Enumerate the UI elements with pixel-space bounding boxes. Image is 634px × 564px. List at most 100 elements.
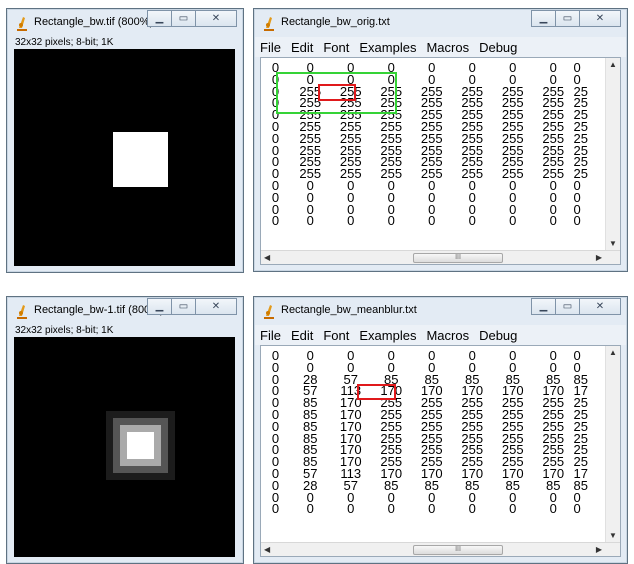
maximize-icon[interactable]: ▭ [555, 10, 580, 27]
menu-font[interactable]: Font [323, 39, 350, 55]
minimize-icon[interactable]: ▁ [531, 10, 556, 27]
image-window-orig: Rectangle_bw.tif (800%) ▁ ▭ ✕ 32x32 pixe… [6, 8, 244, 273]
table-cell: 85 [546, 371, 561, 387]
table-cell: 113 [340, 465, 362, 481]
title-bar[interactable]: Rectangle_bw-1.tif (800%) ▁ ▭ ✕ [7, 297, 243, 325]
table-row: 0 255 255 255 255 255 255 255 25 [261, 144, 588, 157]
table-cell: 85 [505, 371, 520, 387]
table-cell: 255 [542, 154, 565, 170]
vertical-scrollbar[interactable]: ▲ ▼ [605, 346, 620, 542]
table-cell: 0 [347, 359, 355, 375]
menu-edit[interactable]: Edit [290, 39, 314, 55]
text-area[interactable]: 0 0 0 0 0 0 0 0 0 0 0 0 0 0 0 0 0 0 0 28 57 85 85 85 85 85 85 0 57 11… [260, 345, 621, 557]
highlight-green-box [276, 72, 397, 114]
table-cell: 0 [428, 489, 436, 505]
horizontal-scrollbar[interactable]: ◀ III ▶ [261, 542, 620, 556]
scroll-down-icon[interactable]: ▼ [609, 531, 617, 540]
minimize-icon[interactable]: ▁ [147, 298, 172, 315]
table-cell: 170 [339, 442, 362, 458]
table-cell: 0 [509, 189, 517, 205]
table-cell: 255 [501, 442, 524, 458]
table-cell: 85 [424, 371, 439, 387]
maximize-icon[interactable]: ▭ [171, 10, 196, 27]
table-cell-partial: 25 [573, 130, 588, 146]
table-row: 0 85 170 255 255 255 255 255 25 [261, 406, 588, 422]
table-cell: 255 [461, 406, 484, 422]
horizontal-scrollbar[interactable]: ◀ III ▶ [261, 250, 620, 264]
close-icon[interactable]: ✕ [195, 298, 237, 315]
table-cell: 85 [505, 477, 520, 493]
title-bar[interactable]: Rectangle_bw_orig.txt ▁ ▭ ✕ [254, 9, 627, 37]
image-canvas[interactable] [14, 49, 235, 266]
scroll-right-icon[interactable]: ▶ [595, 545, 602, 554]
table-cell: 0 [271, 95, 280, 111]
table-cell: 255 [501, 118, 524, 134]
menu-examples[interactable]: Examples [359, 39, 417, 55]
close-icon[interactable]: ✕ [195, 10, 237, 27]
table-cell: 0 [271, 383, 280, 399]
title-bar[interactable]: Rectangle_bw.tif (800%) ▁ ▭ ✕ [7, 9, 243, 37]
table-cell: 255 [299, 118, 322, 134]
title-bar[interactable]: Rectangle_bw_meanblur.txt ▁ ▭ ✕ [254, 297, 627, 325]
table-cell: 85 [546, 477, 561, 493]
menu-examples[interactable]: Examples [359, 327, 417, 343]
menu-macros[interactable]: Macros [426, 39, 470, 55]
table-cell: 255 [380, 442, 403, 458]
table-cell: 255 [542, 406, 565, 422]
table-cell: 255 [299, 83, 322, 99]
menu-file[interactable]: File [260, 39, 281, 55]
table-cell: 255 [339, 154, 362, 170]
table-cell: 170 [542, 465, 565, 481]
table-cell: 0 [271, 189, 280, 205]
table-cell-partial: 25 [573, 83, 588, 99]
menu-file[interactable]: File [260, 327, 281, 343]
table-cell-partial: 25 [573, 107, 588, 123]
table-cell-partial: 25 [573, 154, 588, 170]
scroll-up-icon[interactable]: ▲ [609, 60, 617, 69]
table-cell: 0 [271, 154, 280, 170]
table-cell: 255 [380, 430, 403, 446]
table-cell: 0 [468, 71, 476, 87]
table-row: 0 255 255 255 255 255 255 255 25 [261, 154, 588, 170]
table-cell: 0 [549, 359, 557, 375]
table-cell: 0 [347, 501, 355, 517]
close-icon[interactable]: ✕ [579, 298, 621, 315]
scroll-up-icon[interactable]: ▲ [609, 348, 617, 357]
maximize-icon[interactable]: ▭ [555, 298, 580, 315]
text-window-orig: Rectangle_bw_orig.txt ▁ ▭ ✕ File Edit Fo… [253, 8, 628, 272]
table-cell: 0 [468, 348, 476, 363]
text-area[interactable]: 0 0 0 0 0 0 0 0 0 0 0 0 0 0 0 0 0 0 0 255 255 255 255 255 255 255… [260, 57, 621, 265]
vertical-scrollbar[interactable]: ▲ ▼ [605, 58, 620, 250]
scroll-thumb[interactable]: III [413, 545, 503, 555]
scroll-down-icon[interactable]: ▼ [609, 239, 617, 248]
table-cell: 85 [465, 371, 480, 387]
table-cell: 255 [501, 406, 524, 422]
table-cell: 0 [468, 189, 476, 205]
scroll-thumb[interactable]: III [413, 253, 503, 263]
table-cell-partial: 25 [573, 395, 588, 411]
table-cell: 0 [306, 348, 314, 363]
menu-macros[interactable]: Macros [426, 327, 470, 343]
scroll-right-icon[interactable]: ▶ [595, 253, 602, 262]
menu-font[interactable]: Font [323, 327, 350, 343]
table-cell: 255 [501, 130, 524, 146]
maximize-icon[interactable]: ▭ [171, 298, 196, 315]
close-icon[interactable]: ✕ [579, 10, 621, 27]
table-cell: 255 [339, 166, 362, 182]
scroll-left-icon[interactable]: ◀ [264, 253, 271, 262]
window-title: Rectangle_bw.tif (800%) [34, 16, 154, 28]
minimize-icon[interactable]: ▁ [531, 298, 556, 315]
scroll-left-icon[interactable]: ◀ [264, 545, 271, 554]
table-cell: 0 [271, 395, 280, 411]
table-cell-partial: 0 [573, 189, 581, 205]
menu-debug[interactable]: Debug [479, 39, 518, 55]
menu-edit[interactable]: Edit [290, 327, 314, 343]
imagej-icon [264, 305, 274, 319]
minimize-icon[interactable]: ▁ [147, 10, 172, 27]
image-canvas[interactable] [14, 337, 235, 557]
menu-debug[interactable]: Debug [479, 327, 518, 343]
table-row: 0 255 255 255 255 255 255 255 25 [261, 95, 588, 111]
table-cell: 0 [271, 107, 280, 123]
table-cell: 255 [501, 454, 524, 470]
table-cell: 255 [420, 166, 443, 182]
